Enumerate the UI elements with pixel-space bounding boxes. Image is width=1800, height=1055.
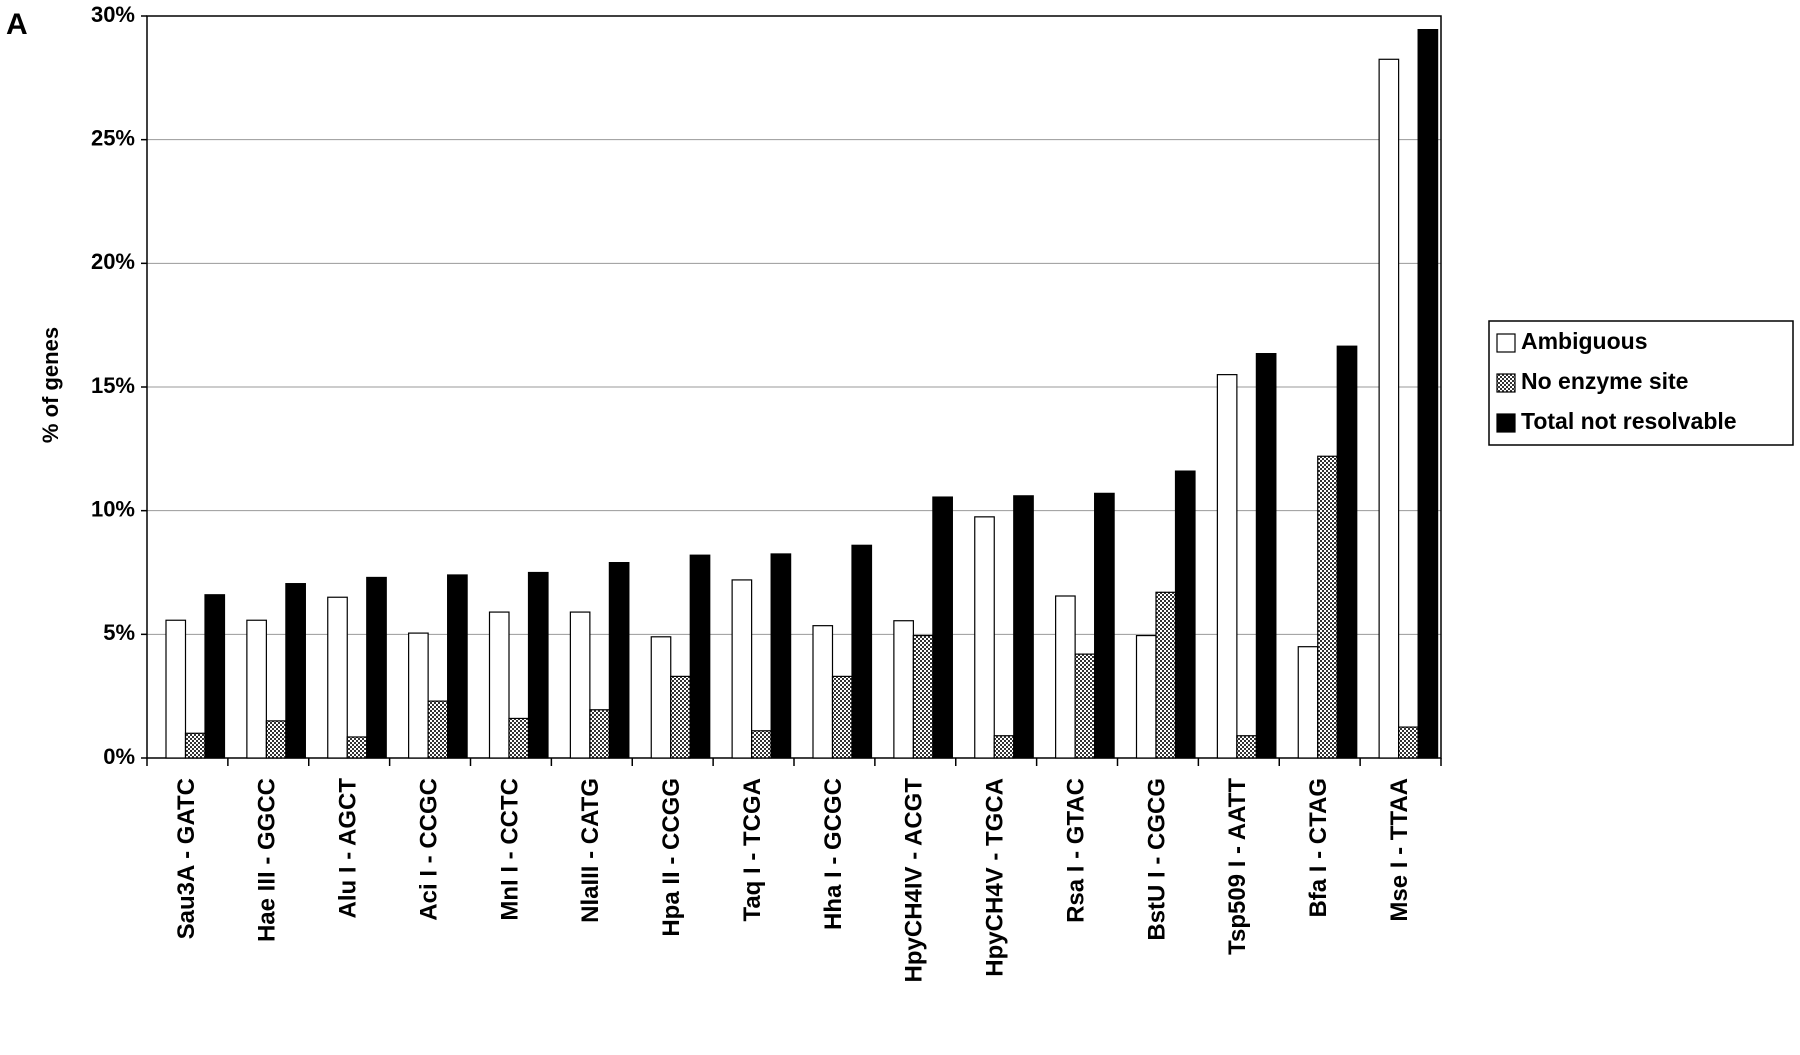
bar	[770, 553, 792, 759]
bar	[689, 554, 711, 759]
legend-swatch	[1496, 413, 1516, 433]
legend-box	[1488, 320, 1794, 446]
x-tick-label: Hae III - GGCC	[254, 778, 281, 942]
legend-label: No enzyme site	[1521, 368, 1688, 394]
bar	[974, 516, 995, 759]
bar	[285, 583, 306, 759]
x-tick-label: MnI I - CCTC	[496, 778, 523, 921]
x-tick-label: Hpa II - CCGG	[658, 778, 685, 937]
bar	[1174, 470, 1196, 759]
bar	[1255, 353, 1277, 759]
bar	[165, 619, 187, 759]
x-tick-label: Bfa I - CTAG	[1305, 778, 1332, 918]
bar	[831, 675, 853, 759]
legend-swatch	[1496, 333, 1516, 353]
x-tick-label: HpyCH4IV - ACGT	[901, 778, 928, 983]
bar	[1135, 634, 1157, 759]
bar	[1155, 591, 1177, 759]
bar	[184, 732, 206, 759]
legend-swatch	[1496, 373, 1516, 393]
y-axis-label: % of genes	[38, 327, 63, 443]
bar	[993, 735, 1015, 759]
bar	[327, 596, 348, 759]
bar	[1236, 735, 1257, 759]
bar	[427, 700, 449, 759]
bar	[893, 620, 914, 759]
bar	[366, 576, 387, 759]
x-tick-label: HpyCH4V - TGCA	[982, 778, 1009, 977]
bar	[670, 675, 691, 759]
bar	[608, 562, 630, 759]
y-tick-label: 30%	[91, 2, 135, 27]
x-tick-label: Sau3A - GATC	[173, 778, 200, 939]
y-tick-label: 0%	[103, 744, 135, 769]
bar	[204, 594, 226, 759]
bar	[447, 574, 468, 759]
bar	[650, 636, 672, 759]
bar	[527, 571, 549, 759]
bar	[488, 611, 510, 759]
y-tick-label: 25%	[91, 125, 135, 150]
bar	[1417, 29, 1439, 759]
x-tick-label: Alu I - AGCT	[335, 778, 362, 919]
bar	[246, 619, 267, 759]
bar	[1013, 495, 1034, 759]
x-tick-label: Tsp509 I - AATT	[1224, 778, 1251, 955]
bar	[508, 717, 530, 759]
x-tick-label: Taq I - TCGA	[739, 778, 766, 922]
x-tick-label: Aci I - CCGC	[415, 778, 442, 921]
bar	[1074, 653, 1096, 759]
bar	[1055, 595, 1076, 759]
legend-label: Ambiguous	[1521, 328, 1648, 354]
x-tick-label: Hha I - GCGC	[820, 778, 847, 930]
x-tick-label: BstU I - CGCG	[1143, 778, 1170, 941]
bar	[1398, 726, 1419, 759]
panel-label: A	[6, 8, 28, 41]
bar	[265, 720, 287, 759]
x-tick-label: NlaIII - CATG	[577, 778, 604, 923]
y-tick-label: 5%	[103, 620, 135, 645]
bar	[912, 634, 934, 759]
bar	[812, 625, 834, 759]
bar	[1216, 374, 1238, 759]
bar	[589, 709, 610, 759]
bar	[569, 611, 591, 759]
bar	[1336, 345, 1358, 759]
bar	[1378, 58, 1400, 759]
x-tick-label: Mse I - TTAA	[1386, 778, 1413, 922]
bar	[1094, 492, 1115, 759]
bar	[932, 496, 953, 759]
y-tick-label: 10%	[91, 496, 135, 521]
bar	[1297, 646, 1319, 759]
legend-label: Total not resolvable	[1521, 408, 1737, 434]
y-tick-label: 20%	[91, 249, 135, 274]
bar	[851, 544, 873, 759]
bar	[346, 736, 368, 759]
bar	[751, 730, 772, 759]
bar	[408, 632, 429, 759]
bar	[1317, 455, 1338, 759]
y-tick-label: 15%	[91, 373, 135, 398]
x-tick-label: Rsa I - GTAC	[1062, 778, 1089, 923]
bar	[731, 579, 753, 759]
